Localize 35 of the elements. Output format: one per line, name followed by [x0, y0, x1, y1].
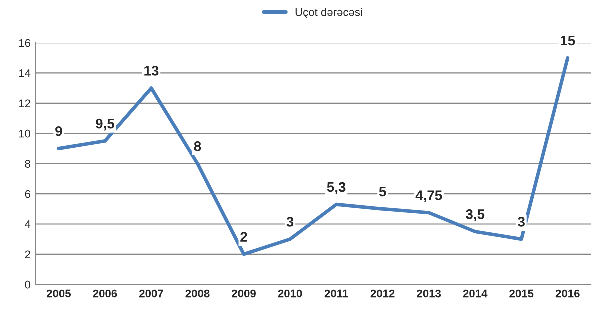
legend-label: Uçot dərəcəsi — [296, 8, 362, 19]
data-label: 9 — [56, 126, 62, 136]
x-tick-label: 2012 — [370, 290, 395, 298]
y-tick-label: 8 — [25, 160, 30, 168]
x-tick-label: 2015 — [510, 290, 534, 298]
y-tick-label: 16 — [19, 39, 30, 48]
x-tick-label: 2009 — [232, 290, 256, 298]
data-label: 3,5 — [466, 210, 485, 222]
y-tick-label: 4 — [25, 220, 31, 228]
data-label: 15 — [561, 36, 576, 46]
data-label: 4,75 — [416, 190, 442, 202]
data-label: 3 — [286, 217, 294, 227]
y-tick-label: 10 — [19, 130, 31, 138]
data-label: 8 — [194, 142, 202, 152]
x-tick-label: 2005 — [46, 290, 72, 298]
data-label: 5,3 — [327, 182, 346, 194]
x-tick-label: 2014 — [463, 290, 488, 298]
data-label: 5 — [379, 186, 386, 197]
y-tick-label: 0 — [25, 280, 31, 289]
y-tick-label: 14 — [19, 70, 31, 78]
line-series — [57, 56, 570, 256]
data-label: 13 — [144, 66, 159, 76]
data-label: 3 — [518, 217, 525, 227]
x-tick-label: 2008 — [186, 290, 210, 298]
y-tick-label: 6 — [25, 190, 30, 198]
x-tick-label: 2010 — [278, 290, 302, 298]
x-tick-label: 2007 — [140, 290, 164, 298]
data-label: 9,5 — [96, 118, 114, 131]
x-tick-label: 2011 — [324, 290, 348, 298]
x-tick-label: 2006 — [93, 290, 118, 298]
data-label: 2 — [240, 232, 248, 242]
y-tick-label: 12 — [19, 100, 30, 108]
y-tick-label: 2 — [25, 250, 30, 258]
x-tick-label: 2013 — [417, 290, 442, 298]
x-tick-label: 2016 — [556, 290, 580, 298]
